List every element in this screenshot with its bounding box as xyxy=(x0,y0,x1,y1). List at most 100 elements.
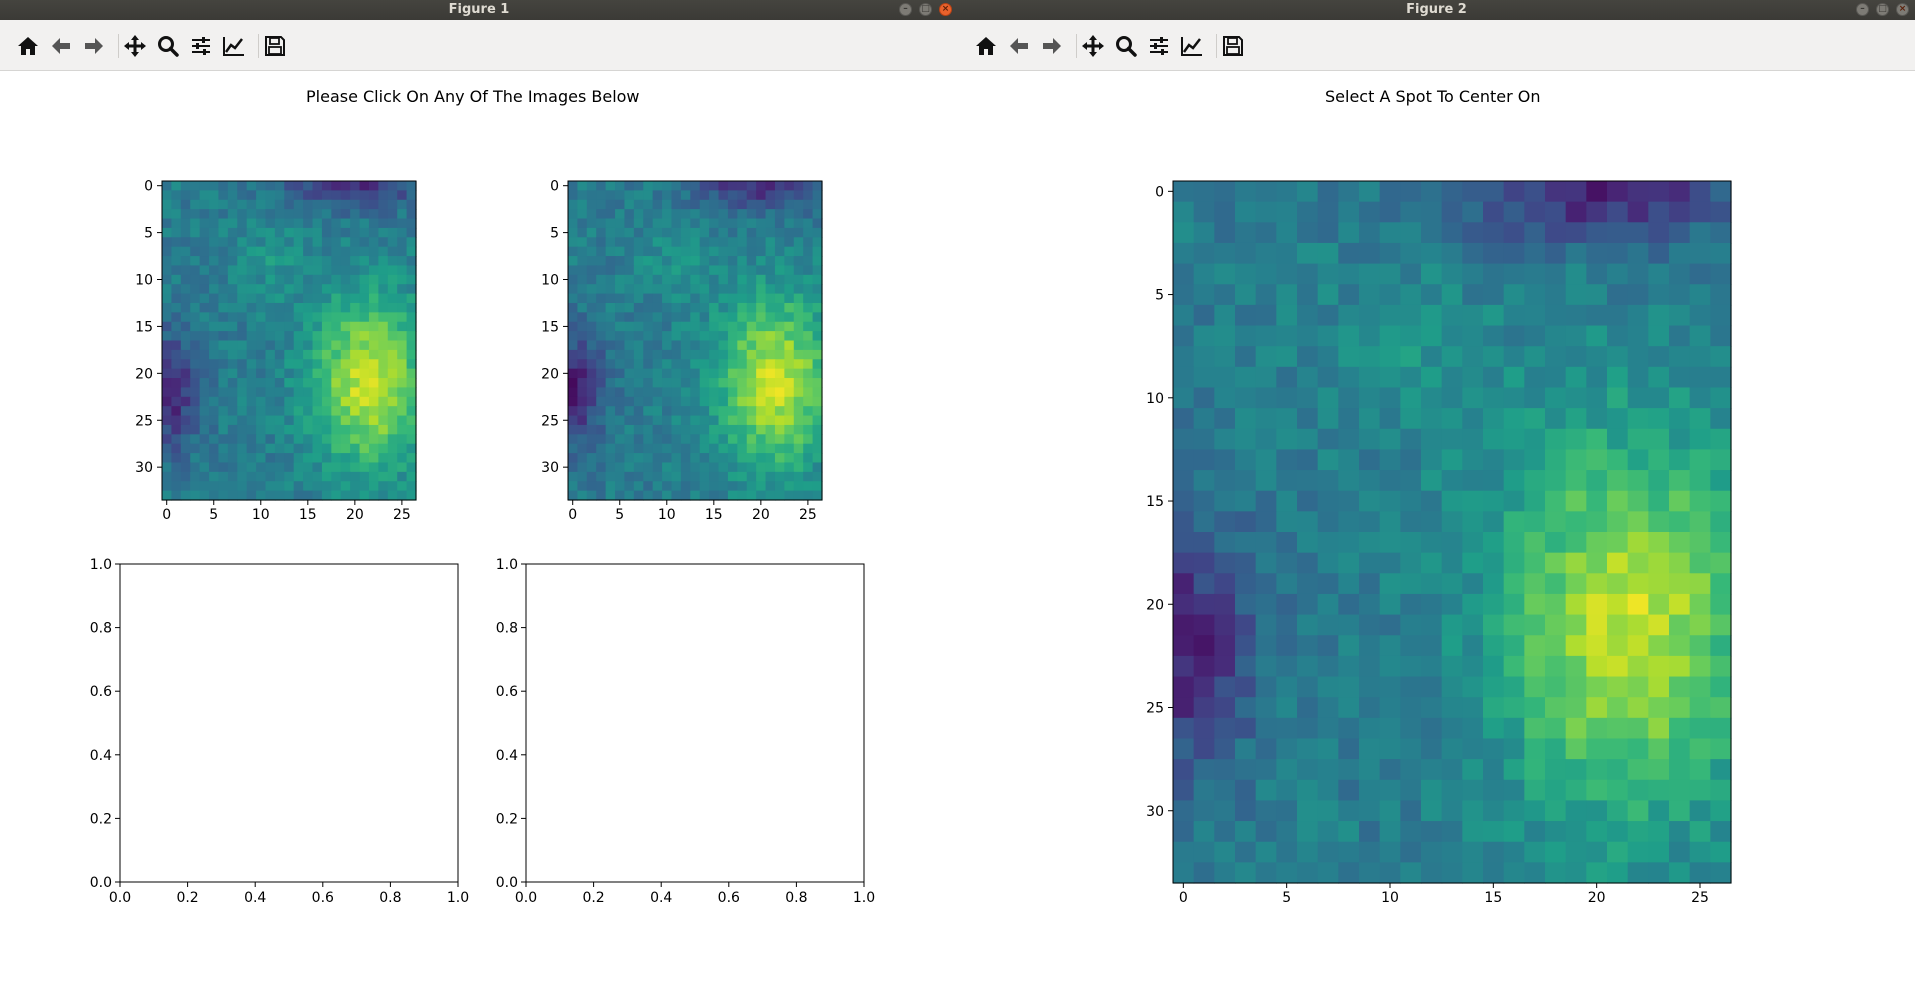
heatmap-cell xyxy=(218,415,229,426)
heatmap-cell xyxy=(690,406,701,417)
heatmap-cell xyxy=(1607,779,1629,802)
heatmap-cell xyxy=(1255,387,1277,409)
close-button[interactable]: × xyxy=(1896,3,1909,16)
zoom-button[interactable] xyxy=(1113,33,1139,59)
figure-2-titlebar[interactable]: Figure 2 – □ × xyxy=(958,0,1915,20)
figure-1-titlebar[interactable]: Figure 1 – □ × xyxy=(0,0,958,20)
heatmap-cell xyxy=(756,209,767,220)
heatmap-cell xyxy=(397,434,408,445)
heatmap-cell xyxy=(303,368,314,379)
heatmap-cell xyxy=(1565,593,1587,616)
heatmap-cell xyxy=(1235,697,1257,719)
heatmap-cell xyxy=(633,378,644,389)
heatmap-cell xyxy=(1503,284,1525,306)
heatmap-cell xyxy=(1689,263,1711,285)
heatmap-cell xyxy=(718,331,729,342)
maximize-button[interactable]: □ xyxy=(1876,3,1889,16)
heatmap-cell xyxy=(397,349,408,360)
close-button[interactable]: × xyxy=(939,3,952,16)
heatmap-cell xyxy=(1565,800,1587,822)
heatmap-cell xyxy=(652,312,663,323)
heatmap-cell xyxy=(1441,738,1463,760)
heatmap-cell xyxy=(643,181,654,191)
heatmap-cell xyxy=(227,443,238,454)
heatmap-cell xyxy=(162,424,173,435)
back-button[interactable] xyxy=(48,33,74,59)
empty-axes-1[interactable]: 0.00.00.20.20.40.40.60.60.80.81.01.0 xyxy=(90,557,469,906)
heatmap-cell xyxy=(321,396,332,407)
heatmap-cell xyxy=(671,331,682,342)
heatmap-cell xyxy=(1297,593,1319,616)
heatmap-cell xyxy=(209,406,220,417)
heatmap-cell xyxy=(1276,511,1298,533)
heatmap-cell xyxy=(359,181,370,191)
forward-button[interactable] xyxy=(1039,33,1065,59)
heatmap-cell xyxy=(180,368,191,379)
save-button[interactable] xyxy=(1220,33,1246,59)
heatmap-cell xyxy=(784,387,795,398)
heatmap-cell xyxy=(1483,573,1505,595)
heatmap-cell xyxy=(303,293,314,304)
zoom-button[interactable] xyxy=(155,33,181,59)
heatmap-cell xyxy=(1565,532,1587,554)
subplots-button[interactable] xyxy=(1146,33,1172,59)
heatmap-cell xyxy=(784,246,795,257)
heatmap-cell xyxy=(1421,387,1443,409)
heatmap-cell xyxy=(1565,181,1587,203)
back-arrow-icon xyxy=(52,38,70,54)
heatmap-cell xyxy=(1503,490,1525,512)
heatmap-cell xyxy=(615,368,626,379)
heatmap-cell xyxy=(303,340,314,351)
heatmap-cell xyxy=(1483,717,1505,740)
home-button[interactable] xyxy=(973,33,999,59)
edit-curves-button[interactable] xyxy=(221,33,247,59)
heatmap-cell xyxy=(406,256,417,267)
heatmap-cell xyxy=(812,302,823,313)
heatmap-cell xyxy=(1276,408,1298,430)
pan-button[interactable] xyxy=(122,33,148,59)
edit-curves-button[interactable] xyxy=(1179,33,1205,59)
x-tick-label: 0.0 xyxy=(515,890,537,906)
heatmap-cell xyxy=(643,396,654,407)
heatmap-cell xyxy=(690,209,701,220)
pan-button[interactable] xyxy=(1080,33,1106,59)
heatmap-cell xyxy=(1338,821,1360,843)
heatmap-cell xyxy=(1359,655,1381,678)
heatmap-cell xyxy=(1648,346,1670,368)
heatmap-cell xyxy=(624,359,635,370)
heatmap-cell xyxy=(246,406,257,417)
heatmap-cell xyxy=(265,462,276,473)
save-button[interactable] xyxy=(262,33,288,59)
minimize-button[interactable]: – xyxy=(1856,3,1869,16)
heatmap-cell xyxy=(246,265,257,276)
maximize-button[interactable]: □ xyxy=(919,3,932,16)
heatmap-cell xyxy=(1503,593,1525,616)
home-button[interactable] xyxy=(15,33,41,59)
back-button[interactable] xyxy=(1006,33,1032,59)
minimize-button[interactable]: – xyxy=(899,3,912,16)
heatmap-cell xyxy=(756,190,767,201)
heatmap-cell xyxy=(1235,655,1257,678)
heatmap-cell xyxy=(199,453,210,464)
heatmap-cell xyxy=(1276,222,1298,244)
heatmap-cell xyxy=(784,199,795,210)
heatmap-cell xyxy=(293,312,304,323)
heatmap-cell xyxy=(1483,532,1505,554)
heatmap-cell xyxy=(1400,428,1422,451)
heatmap-cell xyxy=(643,453,654,464)
heatmap-cell xyxy=(1586,573,1608,595)
heatmap-cell xyxy=(293,378,304,389)
heatmap-cell xyxy=(321,237,332,248)
heatmap-cell xyxy=(699,462,710,473)
heatmap-cell xyxy=(293,199,304,210)
forward-button[interactable] xyxy=(81,33,107,59)
heatmap-cell xyxy=(293,321,304,332)
empty-axes-2[interactable]: 0.00.00.20.20.40.40.60.60.80.81.01.0 xyxy=(496,557,875,906)
heatmap-cell xyxy=(331,396,342,407)
subplots-button[interactable] xyxy=(188,33,214,59)
